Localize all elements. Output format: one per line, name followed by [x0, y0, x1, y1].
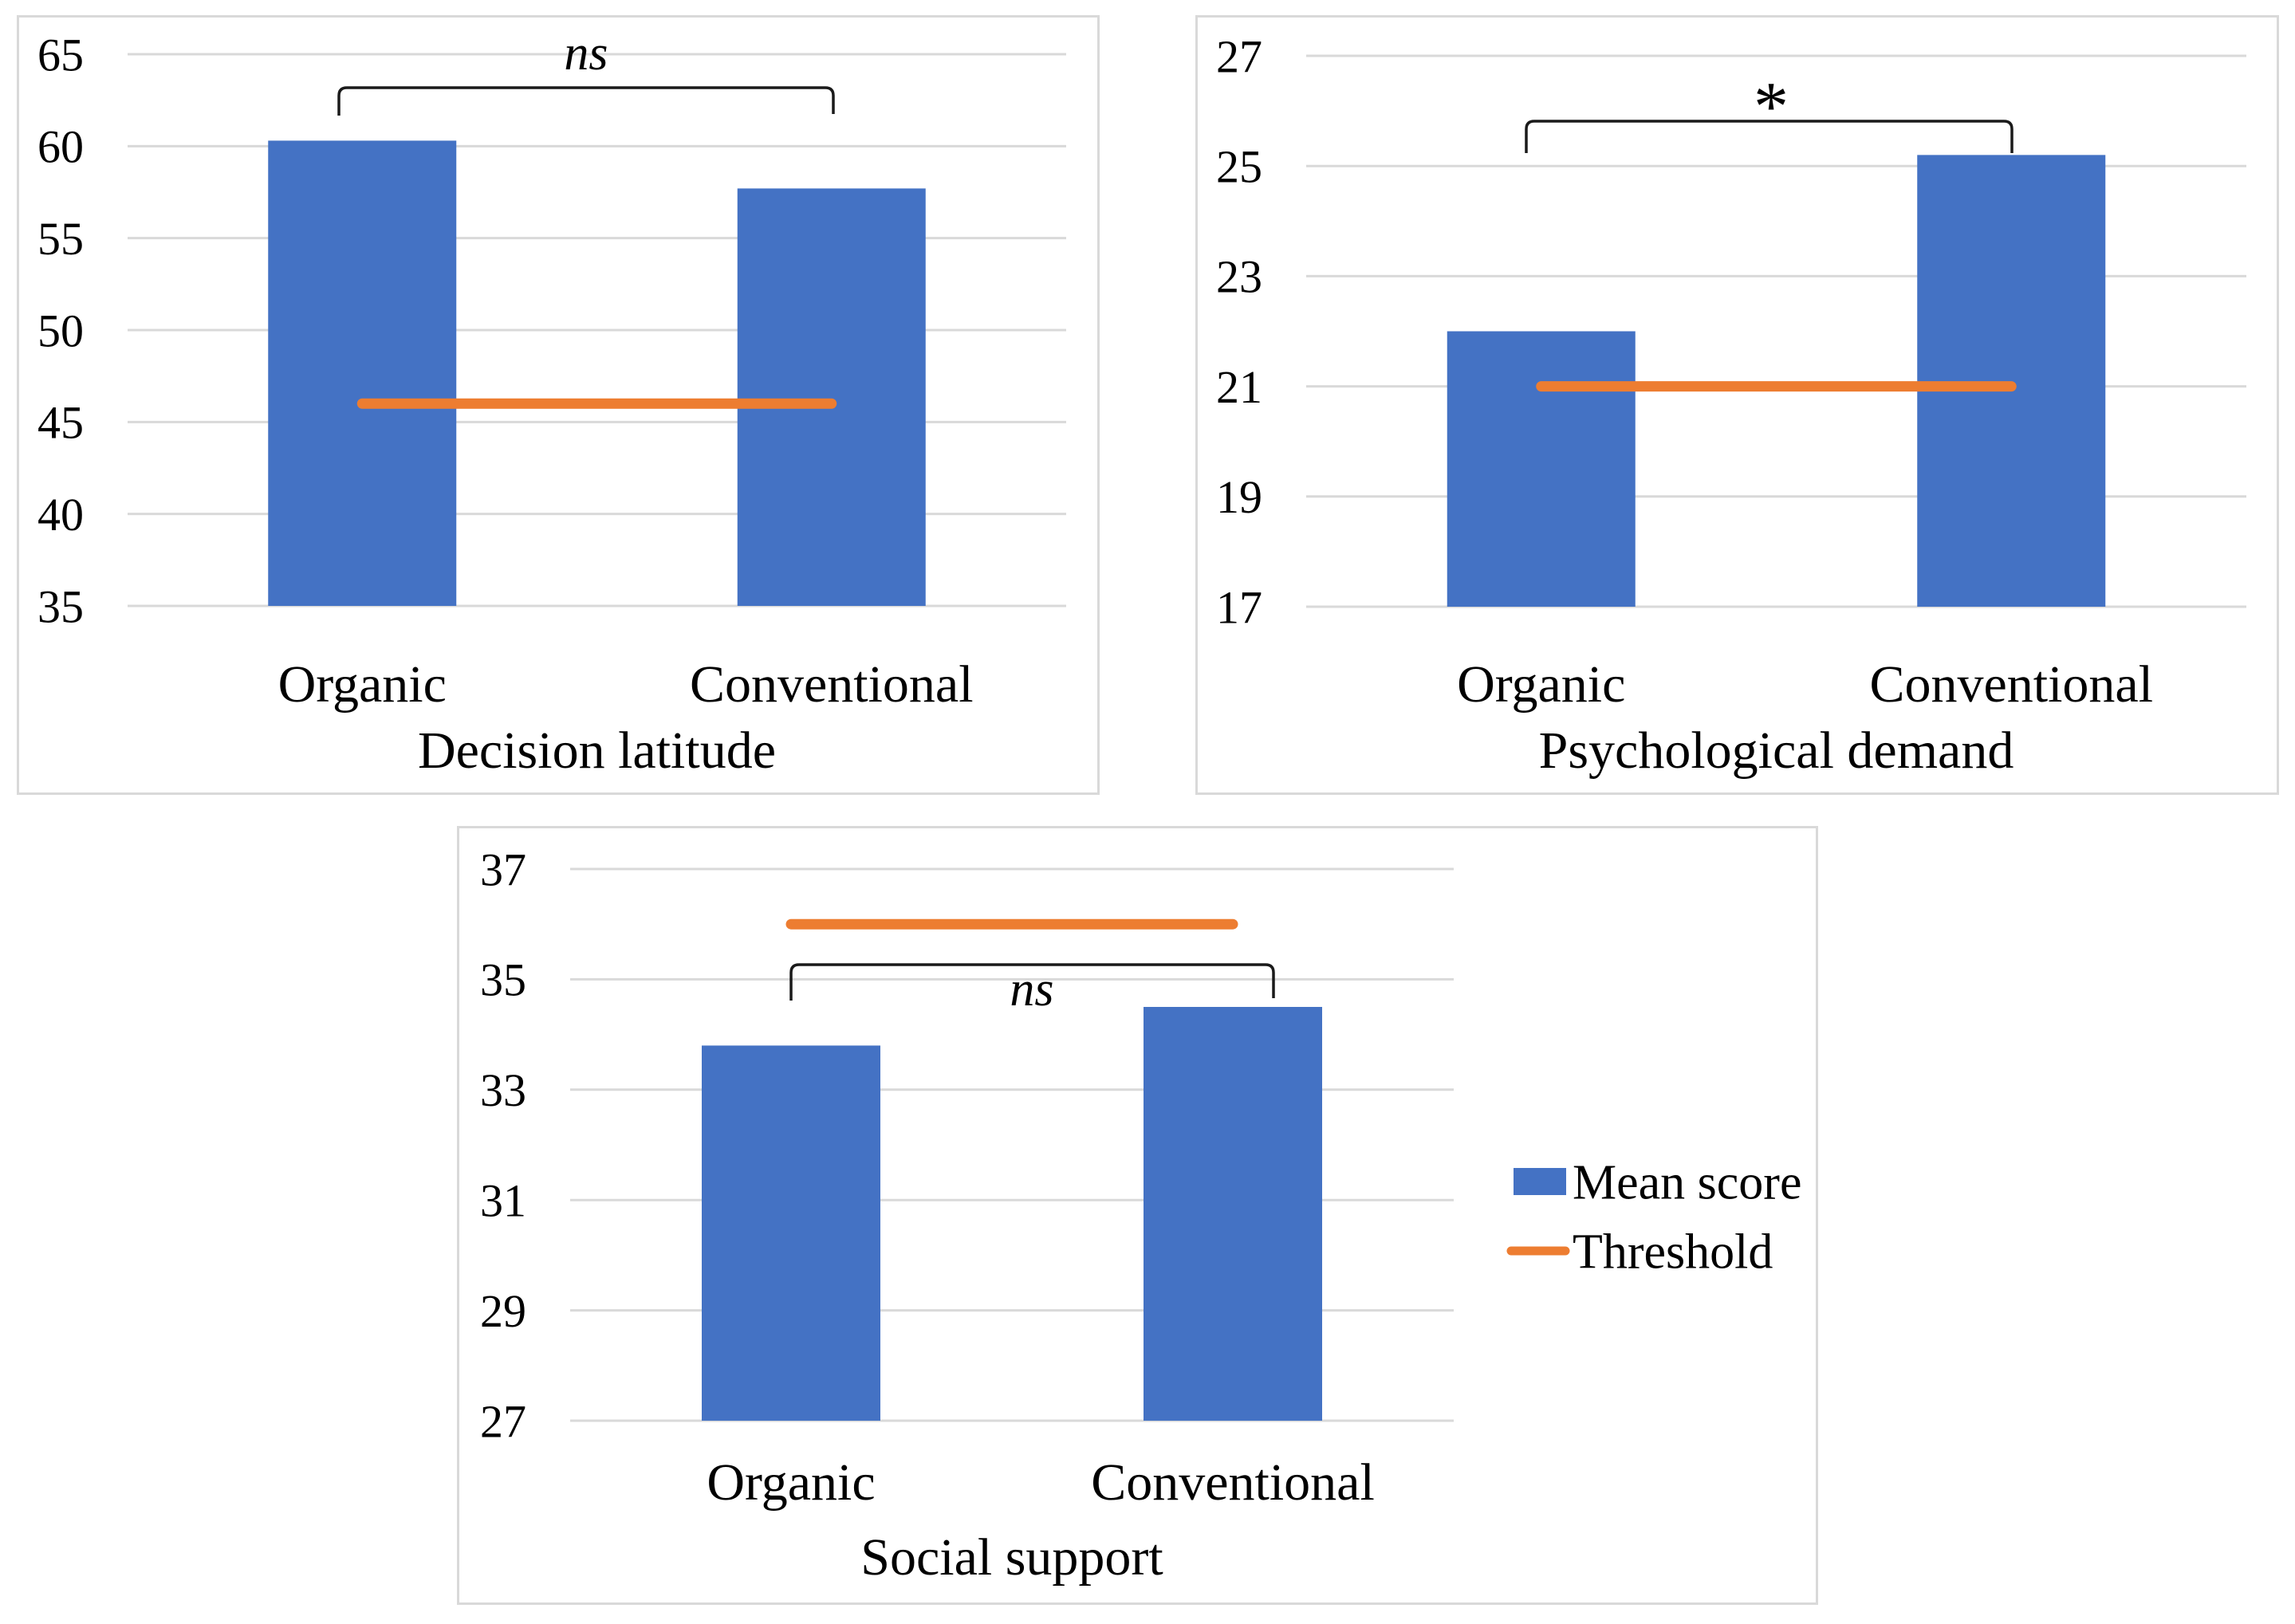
legend-label-mean-score: Mean score: [1573, 1156, 1801, 1210]
legend-swatch-mean-score: [1514, 1168, 1566, 1195]
chart-svg-0: 35 40 45 50 55 60 65 ns Organic Conventional Decis…: [17, 15, 1100, 795]
chart-decision-latitude: 35 40 45 50 55 60 65 ns Organic Conventional Decis…: [17, 15, 1100, 795]
y-tick-label-27: 27: [480, 1395, 526, 1447]
significance-bracket: [337, 86, 835, 116]
legend-label-threshold: Threshold: [1573, 1225, 1773, 1280]
bar-conventional: [1917, 155, 2106, 607]
panel-border: [457, 826, 1818, 1605]
category-label-conventional: Conventional: [690, 655, 974, 714]
y-tick-label-40: 40: [37, 489, 84, 541]
y-tick-label-50: 50: [37, 305, 84, 356]
significance-bracket: [1525, 120, 2014, 153]
significance-label: *: [1754, 69, 1789, 146]
bar-organic: [702, 1045, 880, 1421]
panel-border: [17, 15, 1100, 795]
category-label-conventional: Conventional: [1869, 655, 2153, 714]
bar-conventional: [737, 188, 926, 607]
y-tick-label-35: 35: [37, 580, 84, 632]
category-label-organic: Organic: [278, 655, 447, 714]
significance-bracket: [789, 963, 1275, 1001]
y-tick-label-27: 27: [1216, 30, 1262, 82]
chart-title: Social support: [860, 1528, 1163, 1587]
category-label-organic: Organic: [1457, 655, 1625, 714]
chart-svg-1: 17 19 21 23 25 27 * Organic Conventional Psycholo…: [1195, 15, 2279, 795]
bar-organic: [268, 140, 457, 606]
category-label-conventional: Conventional: [1091, 1453, 1375, 1512]
y-tick-label-33: 33: [480, 1064, 526, 1116]
chart-title: Psychological demand: [1539, 722, 2014, 780]
significance-label: ns: [564, 26, 608, 81]
bar-organic: [1447, 331, 1636, 607]
panel-border: [1195, 15, 2279, 795]
y-tick-label-55: 55: [37, 213, 84, 265]
y-tick-label-35: 35: [480, 954, 526, 1006]
category-label-organic: Organic: [707, 1453, 875, 1512]
y-tick-label-29: 29: [480, 1285, 526, 1337]
y-tick-label-37: 37: [480, 843, 526, 895]
y-tick-label-65: 65: [37, 29, 84, 81]
y-tick-label-25: 25: [1216, 141, 1262, 193]
chart-social-support: 27 29 31 33 35 37 ns Organic Conventional Social …: [457, 826, 1818, 1605]
y-tick-label-45: 45: [37, 397, 84, 449]
y-tick-label-23: 23: [1216, 251, 1262, 303]
y-tick-label-60: 60: [37, 121, 84, 173]
bar-conventional: [1144, 1007, 1322, 1421]
y-tick-label-19: 19: [1216, 471, 1262, 523]
y-tick-label-31: 31: [480, 1175, 526, 1227]
chart-title: Decision latitude: [418, 722, 776, 780]
chart-psychological-demand: 17 19 21 23 25 27 * Organic Conventional Psycholo…: [1195, 15, 2279, 795]
significance-label: ns: [1010, 962, 1053, 1016]
y-tick-label-17: 17: [1216, 581, 1262, 633]
chart-svg-2: 27 29 31 33 35 37 ns Organic Conventional Social …: [457, 826, 1818, 1605]
y-tick-label-21: 21: [1216, 361, 1262, 413]
